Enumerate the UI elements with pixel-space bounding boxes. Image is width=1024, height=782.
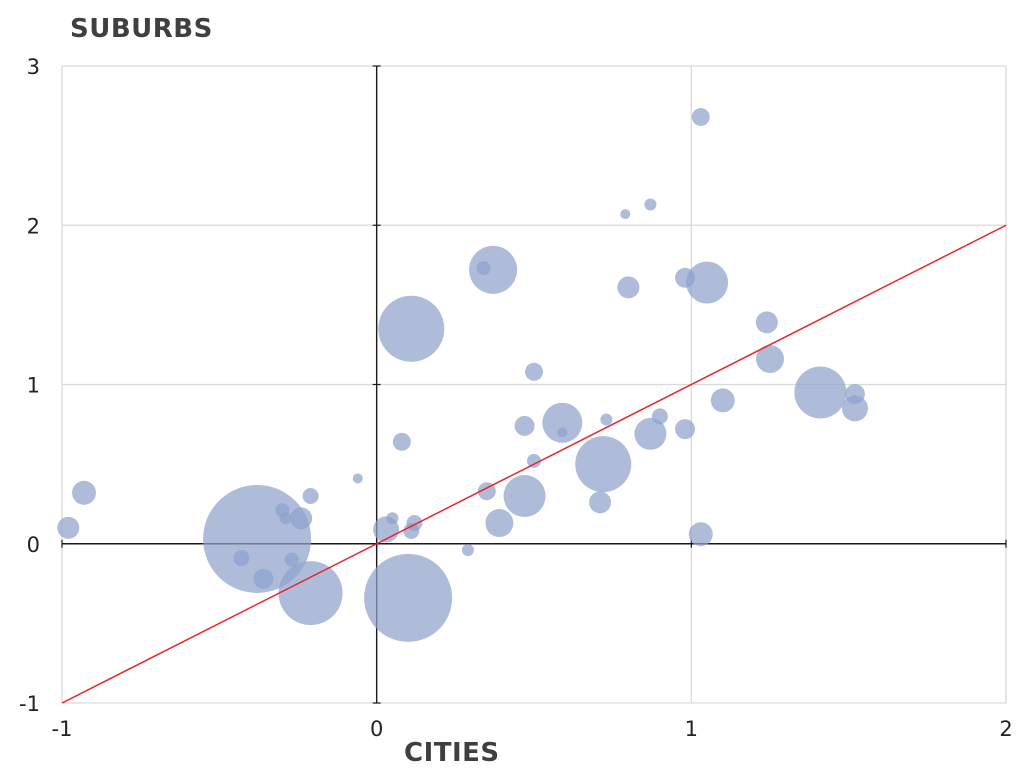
gridlines [61,65,1007,704]
y-tick-label: 1 [27,374,40,398]
data-bubble [302,487,319,504]
data-bubble [841,395,868,422]
data-bubble [794,366,847,419]
data-bubble [364,553,453,642]
data-bubble [589,491,612,514]
x-tick-label: 2 [999,717,1012,741]
data-bubble [503,474,546,517]
y-tick-label: -1 [19,692,40,716]
data-bubble [477,482,496,501]
data-bubble [691,107,710,126]
x-tick-label: 1 [685,717,698,741]
data-bubble [688,522,713,547]
data-bubble [755,311,778,334]
bubbles [57,107,868,642]
data-bubble [514,415,535,436]
data-bubble [284,552,299,567]
data-bubble [575,436,632,493]
data-bubble [651,408,668,425]
y-tick-label: 3 [27,55,40,79]
data-bubble [461,544,474,557]
data-bubble [392,432,411,451]
data-bubble [233,550,250,567]
data-bubble [542,402,583,443]
x-tick-label: -1 [52,717,73,741]
y-axis-title: SUBURBS [70,14,213,44]
tick-labels: -1 0 1 2 3 -1 0 1 2 [19,55,1013,741]
data-bubble [557,427,568,438]
data-bubble [403,523,420,540]
data-bubble [675,267,696,288]
data-bubble [675,419,696,440]
data-bubble [485,509,514,538]
x-axis-title: CITIES [404,738,500,768]
data-bubble [644,198,657,211]
data-bubble [634,417,667,450]
y-tick-label: 0 [27,533,40,557]
data-bubble [386,512,399,525]
data-bubble [620,209,631,220]
data-bubble [686,261,729,304]
data-bubble [756,345,784,374]
data-bubble [290,507,313,530]
data-bubble [600,413,613,426]
reference-line [61,224,1007,704]
data-bubble [378,295,445,362]
data-bubble [527,453,541,468]
data-bubble [57,516,80,539]
data-bubble [525,362,543,381]
data-bubble [617,276,640,299]
data-bubble [476,261,491,276]
data-bubble [72,480,97,505]
data-bubble [352,473,363,484]
data-bubble [710,388,735,413]
data-bubble [278,561,343,626]
data-bubble [253,568,274,589]
data-bubble [844,384,865,405]
reference-line-y-equals-x [61,224,1007,704]
data-bubble [469,245,518,294]
y-tick-label: 2 [27,214,40,238]
x-tick-label: 0 [370,717,383,741]
data-bubble [279,512,292,525]
